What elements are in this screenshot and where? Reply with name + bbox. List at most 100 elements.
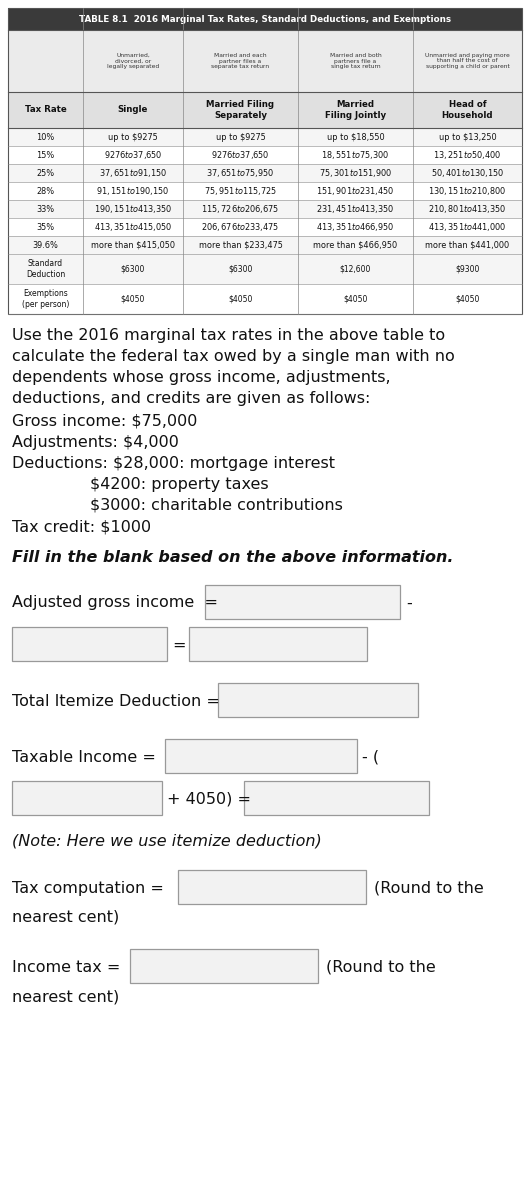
Text: dependents whose gross income, adjustments,: dependents whose gross income, adjustmen… (12, 370, 391, 385)
Text: $12,600: $12,600 (340, 264, 371, 274)
Text: $75,301 to $151,900: $75,301 to $151,900 (319, 167, 392, 179)
Bar (165, 739, 357, 773)
Text: Unmarried and paying more
than half the cost of
supporting a child or parent: Unmarried and paying more than half the … (425, 53, 510, 70)
Bar (8, 284, 522, 314)
Text: TABLE 8.1  2016 Marginal Tax Rates, Standard Deductions, and Exemptions: TABLE 8.1 2016 Marginal Tax Rates, Stand… (79, 14, 451, 24)
Text: $130,151 to $210,800: $130,151 to $210,800 (428, 185, 507, 197)
Text: $4050: $4050 (121, 294, 145, 304)
Text: Married and both
partners file a
single tax return: Married and both partners file a single … (330, 53, 382, 70)
Text: $4050: $4050 (343, 294, 368, 304)
Bar (8, 254, 522, 284)
Bar (8, 164, 522, 182)
Text: $413,351 to $415,050: $413,351 to $415,050 (94, 221, 172, 233)
Text: $6300: $6300 (121, 264, 145, 274)
Text: Use the 2016 marginal tax rates in the above table to: Use the 2016 marginal tax rates in the a… (12, 328, 445, 343)
Bar (12, 626, 167, 661)
Text: $151,901 to $231,450: $151,901 to $231,450 (316, 185, 395, 197)
Text: Gross income: $75,000: Gross income: $75,000 (12, 414, 197, 428)
Text: $9276 to $37,650: $9276 to $37,650 (104, 149, 162, 161)
Text: more than $466,950: more than $466,950 (313, 240, 398, 250)
Bar (178, 870, 366, 904)
Text: 35%: 35% (37, 222, 55, 232)
Text: -: - (406, 595, 412, 611)
Bar (205, 584, 400, 619)
Text: $210,801 to $413,350: $210,801 to $413,350 (428, 203, 507, 215)
Bar (8, 92, 522, 128)
Text: Adjustments: $4,000: Adjustments: $4,000 (12, 434, 179, 450)
Text: up to $9275: up to $9275 (108, 132, 158, 142)
Bar (12, 781, 162, 815)
Text: Tax computation =: Tax computation = (12, 881, 164, 895)
Text: (Round to the: (Round to the (326, 960, 436, 974)
Text: (Round to the: (Round to the (374, 881, 484, 895)
Text: up to $9275: up to $9275 (216, 132, 266, 142)
Text: $206,676 to $233,475: $206,676 to $233,475 (201, 221, 280, 233)
Text: more than $415,050: more than $415,050 (91, 240, 175, 250)
Text: $115,726 to $206,675: $115,726 to $206,675 (201, 203, 280, 215)
Text: $413,351 to $441,000: $413,351 to $441,000 (428, 221, 507, 233)
Text: Tax credit: $1000: Tax credit: $1000 (12, 518, 151, 534)
Bar (8, 8, 522, 314)
Bar (8, 182, 522, 200)
Text: $37,651 to $75,950: $37,651 to $75,950 (207, 167, 275, 179)
Bar (8, 146, 522, 164)
Text: $4050: $4050 (455, 294, 480, 304)
Text: calculate the federal tax owed by a single man with no: calculate the federal tax owed by a sing… (12, 349, 455, 364)
Text: deductions, and credits are given as follows:: deductions, and credits are given as fol… (12, 391, 370, 406)
Text: $3000: charitable contributions: $3000: charitable contributions (90, 498, 343, 514)
Text: more than $233,475: more than $233,475 (199, 240, 282, 250)
Text: Head of
Household: Head of Household (441, 101, 493, 120)
Text: Adjusted gross income  =: Adjusted gross income = (12, 595, 218, 611)
Bar (218, 683, 418, 716)
Text: up to $13,250: up to $13,250 (439, 132, 496, 142)
Text: Tax Rate: Tax Rate (24, 106, 66, 114)
Bar (8, 8, 522, 30)
Text: $18,551 to $75,300: $18,551 to $75,300 (322, 149, 390, 161)
Text: Married
Filing Jointly: Married Filing Jointly (325, 101, 386, 120)
Bar (8, 218, 522, 236)
Text: $6300: $6300 (228, 264, 253, 274)
Text: $190,151 to $413,350: $190,151 to $413,350 (94, 203, 172, 215)
Text: Married and each
partner files a
separate tax return: Married and each partner files a separat… (211, 53, 270, 70)
Text: 10%: 10% (37, 132, 55, 142)
Text: Unmarried,
divorced, or
legally separated: Unmarried, divorced, or legally separate… (107, 53, 159, 70)
Text: $91,151 to $190,150: $91,151 to $190,150 (96, 185, 170, 197)
Text: Standard
Deduction: Standard Deduction (26, 259, 65, 278)
Text: Exemptions
(per person): Exemptions (per person) (22, 289, 69, 308)
Bar (189, 626, 367, 661)
Text: $9300: $9300 (455, 264, 480, 274)
Text: nearest cent): nearest cent) (12, 989, 119, 1004)
Text: 28%: 28% (37, 186, 55, 196)
Text: (Note: Here we use itemize deduction): (Note: Here we use itemize deduction) (12, 833, 322, 848)
Text: $9276 to $37,650: $9276 to $37,650 (211, 149, 270, 161)
Text: nearest cent): nearest cent) (12, 910, 119, 925)
Bar (8, 236, 522, 254)
Text: $13,251 to $50,400: $13,251 to $50,400 (434, 149, 501, 161)
Text: Fill in the blank based on the above information.: Fill in the blank based on the above inf… (12, 550, 454, 565)
Text: $4200: property taxes: $4200: property taxes (90, 476, 269, 492)
Bar (8, 200, 522, 218)
Bar (8, 30, 522, 92)
Text: up to $18,550: up to $18,550 (326, 132, 384, 142)
Text: $37,651 to $91,150: $37,651 to $91,150 (99, 167, 167, 179)
Text: 39.6%: 39.6% (32, 240, 58, 250)
Text: $4050: $4050 (228, 294, 253, 304)
Text: Deductions: $28,000: mortgage interest: Deductions: $28,000: mortgage interest (12, 456, 335, 470)
Text: Married Filing
Separately: Married Filing Separately (207, 101, 275, 120)
Bar (244, 781, 429, 815)
Text: $413,351 to $466,950: $413,351 to $466,950 (316, 221, 395, 233)
Text: $50,401 to $130,150: $50,401 to $130,150 (431, 167, 504, 179)
Text: Single: Single (118, 106, 148, 114)
Bar (130, 949, 318, 983)
Text: + 4050) =: + 4050) = (167, 792, 251, 806)
Text: 25%: 25% (37, 168, 55, 178)
Text: Income tax =: Income tax = (12, 960, 120, 974)
Text: 33%: 33% (37, 204, 55, 214)
Text: more than $441,000: more than $441,000 (426, 240, 509, 250)
Text: Total Itemize Deduction =: Total Itemize Deduction = (12, 694, 220, 708)
Text: $231,451 to $413,350: $231,451 to $413,350 (316, 203, 395, 215)
Text: $75,951 to $115,725: $75,951 to $115,725 (204, 185, 277, 197)
Text: 15%: 15% (37, 150, 55, 160)
Text: Taxable Income =: Taxable Income = (12, 750, 156, 764)
Text: =: = (172, 637, 185, 653)
